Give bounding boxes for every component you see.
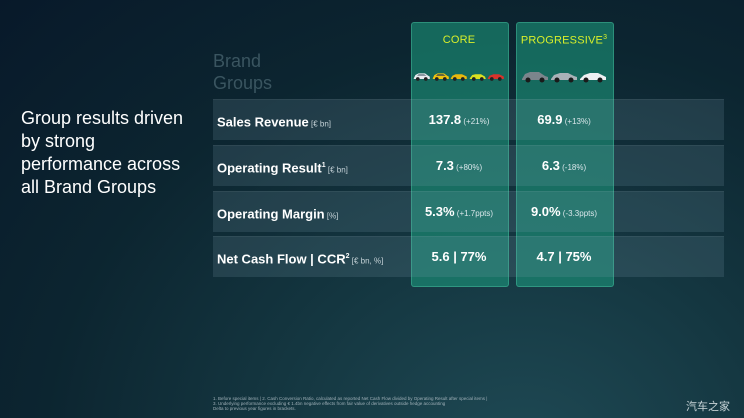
core-column-highlight [411, 22, 509, 287]
core-change: (+1.7ppts) [454, 209, 494, 218]
core-change: (+21%) [461, 117, 490, 126]
progressive-change: (-18%) [559, 163, 587, 172]
row-label-text: Operating Result [217, 160, 322, 176]
row-label: Sales Revenue [€ bn] [217, 100, 331, 140]
progressive-cars-image [518, 66, 610, 90]
progressive-change: (+13%) [562, 117, 591, 126]
row-unit: [%] [324, 211, 339, 221]
red-car-icon [488, 74, 505, 81]
core-value-cell: 5.6 | 77% [411, 237, 507, 277]
headline: Group results driven by strong performan… [21, 108, 184, 197]
watermark: 汽车之家 [686, 401, 730, 413]
silver-car-icon [551, 73, 577, 83]
progressive-value-cell: 9.0% (-3.3ppts) [516, 192, 612, 232]
yellow-car-icon [451, 74, 467, 81]
progressive-header-label: PROGRESSIVE [520, 34, 604, 47]
core-value: 5.3% [424, 204, 455, 219]
core-value-cell: 137.8 (+21%) [411, 100, 507, 140]
progressive-value-cell: 4.7 | 75% [516, 237, 612, 277]
row-unit: [€ bn, %] [349, 256, 384, 266]
progressive-change: (-3.3ppts) [560, 209, 598, 218]
yellow-car-icon [469, 74, 486, 81]
core-change: (+80%) [453, 163, 483, 172]
core-header-label: CORE [442, 34, 476, 46]
row-label-text: Sales Revenue [217, 114, 309, 130]
core-column-header: CORE [411, 34, 507, 46]
row-label-text: Net Cash Flow | CCR [217, 251, 346, 267]
row-unit: [€ bn] [308, 119, 332, 129]
white-car-icon [580, 73, 606, 83]
progressive-value: 6.3 [541, 158, 560, 173]
progressive-value-cell: 6.3 (-18%) [516, 146, 612, 186]
progressive-footnote-ref: 3 [603, 34, 608, 41]
core-value-cell: 7.3 (+80%) [411, 146, 507, 186]
core-value: 137.8 [428, 112, 462, 127]
progressive-value-cell: 69.9 (+13%) [516, 100, 612, 140]
footnote-line: 3. Underlying performance excluding € 1.… [213, 401, 446, 407]
row-label-text: Operating Margin [217, 206, 325, 222]
yellow-car-icon [432, 73, 449, 81]
section-title: Brand Groups [213, 51, 273, 93]
footnote-line: 1. Before special items | 2. Cash Conver… [213, 396, 488, 401]
white-car-icon [413, 73, 430, 81]
core-value: 7.3 [435, 158, 454, 173]
row-label: Operating Result1 [€ bn] [217, 146, 348, 186]
footnote-ref: 1 [321, 162, 326, 169]
core-cars-image [413, 66, 505, 90]
grey-car-icon [522, 72, 548, 83]
row-label: Operating Margin [%] [217, 192, 338, 232]
progressive-column-highlight [516, 22, 614, 287]
table-row: Sales Revenue [€ bn] 137.8 (+21%) 69.9 (… [213, 99, 724, 140]
progressive-value: 69.9 [537, 112, 563, 127]
table-row: Net Cash Flow | CCR2 [€ bn, %] 5.6 | 77%… [213, 236, 724, 277]
core-value: 5.6 | 77% [431, 249, 487, 264]
footnotes: 1. Before special items | 2. Cash Conver… [213, 396, 543, 412]
progressive-value: 4.7 | 75% [536, 249, 592, 264]
row-label: Net Cash Flow | CCR2 [€ bn, %] [217, 237, 383, 277]
footnote-ref: 2 [345, 253, 350, 260]
row-unit: [€ bn] [325, 165, 348, 175]
core-value-cell: 5.3% (+1.7ppts) [411, 192, 507, 232]
footnote-line: Delta to previous year figures in bracke… [213, 406, 296, 412]
table-row: Operating Result1 [€ bn] 7.3 (+80%) 6.3 … [213, 145, 724, 186]
table-row: Operating Margin [%] 5.3% (+1.7ppts) 9.0… [213, 191, 724, 232]
progressive-column-header: PROGRESSIVE3 [516, 34, 612, 47]
progressive-value: 9.0% [530, 204, 561, 219]
